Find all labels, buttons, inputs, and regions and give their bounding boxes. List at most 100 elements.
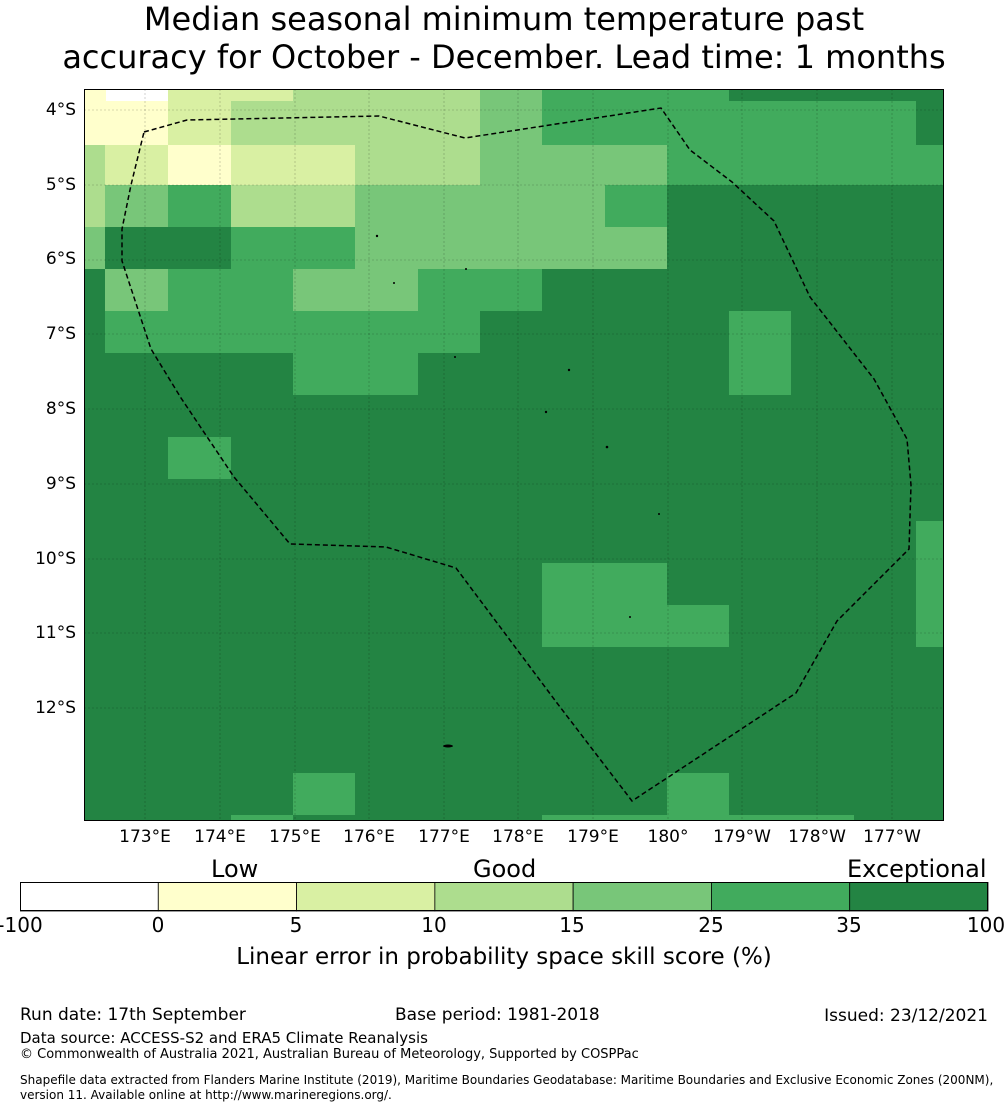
island xyxy=(443,744,453,748)
grid-cell xyxy=(84,731,106,774)
grid-cell xyxy=(916,563,944,606)
grid-cell xyxy=(84,311,106,354)
grid-cell xyxy=(355,479,419,522)
lat-lon-gridlines xyxy=(84,89,944,821)
grid-cell xyxy=(84,437,106,480)
grid-cell xyxy=(791,563,855,606)
grid-cell xyxy=(418,101,481,146)
grid-cell xyxy=(791,731,855,774)
grid-cell xyxy=(105,563,169,606)
grid-cell xyxy=(480,353,543,396)
grid-cell xyxy=(667,437,730,480)
grid-cell xyxy=(854,563,917,606)
category-low: Low xyxy=(211,855,259,883)
grid-cell xyxy=(418,353,481,396)
grid-cell xyxy=(729,815,792,821)
grid-cell xyxy=(418,269,481,312)
grid-cell xyxy=(916,479,944,522)
chart-title: Median seasonal minimum temperature past… xyxy=(0,0,1008,76)
grid-cell xyxy=(480,479,543,522)
title-line-1: Median seasonal minimum temperature past xyxy=(143,0,865,38)
grid-cell xyxy=(418,185,481,228)
grid-cell xyxy=(854,185,917,228)
grid-cell xyxy=(542,269,606,312)
grid-cell xyxy=(418,395,481,438)
grid-cell xyxy=(355,563,419,606)
grid-cell xyxy=(105,185,169,228)
grid-cell xyxy=(231,563,294,606)
lat-tick: 6°S xyxy=(45,249,76,269)
grid-cell xyxy=(729,773,792,816)
grid-cell xyxy=(355,605,419,648)
lon-tick: 178°E xyxy=(492,827,544,847)
colorbar-segment xyxy=(157,882,297,912)
grid-cell xyxy=(791,227,855,270)
shapefile-credit-line-2: version 11. Available online at http://w… xyxy=(20,1088,392,1102)
grid-cell xyxy=(729,311,792,354)
grid-cell xyxy=(84,89,106,102)
colorbar-label: Linear error in probability space skill … xyxy=(236,944,772,970)
grid-cell xyxy=(542,605,606,648)
grid-cell xyxy=(667,773,730,816)
grid-cell xyxy=(605,731,668,774)
grid-cell xyxy=(84,395,106,438)
grid-cell xyxy=(418,731,481,774)
grid-cell xyxy=(231,773,294,816)
grid-cell xyxy=(168,145,232,186)
grid-cell xyxy=(168,269,232,312)
colorbar-frame xyxy=(20,882,988,911)
grid-cell xyxy=(605,815,668,821)
lon-tick: 173°E xyxy=(119,827,171,847)
grid-cell xyxy=(418,605,481,648)
grid-cell xyxy=(791,311,855,354)
grid-cell xyxy=(542,353,606,396)
grid-cell xyxy=(231,689,294,732)
grid-cell xyxy=(480,185,543,228)
grid-cell xyxy=(84,563,106,606)
grid-cell xyxy=(854,689,917,732)
grid-cell xyxy=(542,395,606,438)
grid-cell xyxy=(729,269,792,312)
grid-cell xyxy=(854,101,917,146)
grid-cell xyxy=(231,353,294,396)
shapefile-credit-line-1: Shapefile data extracted from Flanders M… xyxy=(20,1073,994,1087)
grid-cell xyxy=(791,269,855,312)
grid-cell xyxy=(293,479,356,522)
grid-cell xyxy=(418,311,481,354)
skill-score-map xyxy=(84,89,944,821)
island xyxy=(658,513,660,515)
grid-cell xyxy=(231,605,294,648)
grid-cell xyxy=(418,521,481,564)
colorbar-segment xyxy=(20,882,159,912)
grid-cell xyxy=(729,437,792,480)
lat-tick: 5°S xyxy=(45,175,76,195)
grid-cell xyxy=(542,479,606,522)
skill-grid xyxy=(84,89,944,821)
grid-cell xyxy=(105,227,169,270)
grid-cell xyxy=(355,269,419,312)
grid-cell xyxy=(418,689,481,732)
grid-cell xyxy=(605,145,668,186)
grid-cell xyxy=(231,185,294,228)
lat-tick: 8°S xyxy=(45,399,76,419)
grid-cell xyxy=(168,773,232,816)
grid-cell xyxy=(605,605,668,648)
grid-cell xyxy=(916,89,944,102)
grid-cell xyxy=(293,563,356,606)
grid-cell xyxy=(667,605,730,648)
grid-cell xyxy=(729,227,792,270)
grid-cell xyxy=(105,101,169,146)
grid-cell xyxy=(854,773,917,816)
grid-cell xyxy=(168,479,232,522)
grid-cell xyxy=(231,101,294,146)
grid-cell xyxy=(605,647,668,690)
grid-cell xyxy=(854,227,917,270)
grid-cell xyxy=(667,563,730,606)
grid-cell xyxy=(729,689,792,732)
grid-cell xyxy=(542,521,606,564)
grid-cell xyxy=(542,145,606,186)
grid-cell xyxy=(105,395,169,438)
grid-cell xyxy=(542,773,606,816)
grid-cell xyxy=(791,605,855,648)
grid-cell xyxy=(854,269,917,312)
